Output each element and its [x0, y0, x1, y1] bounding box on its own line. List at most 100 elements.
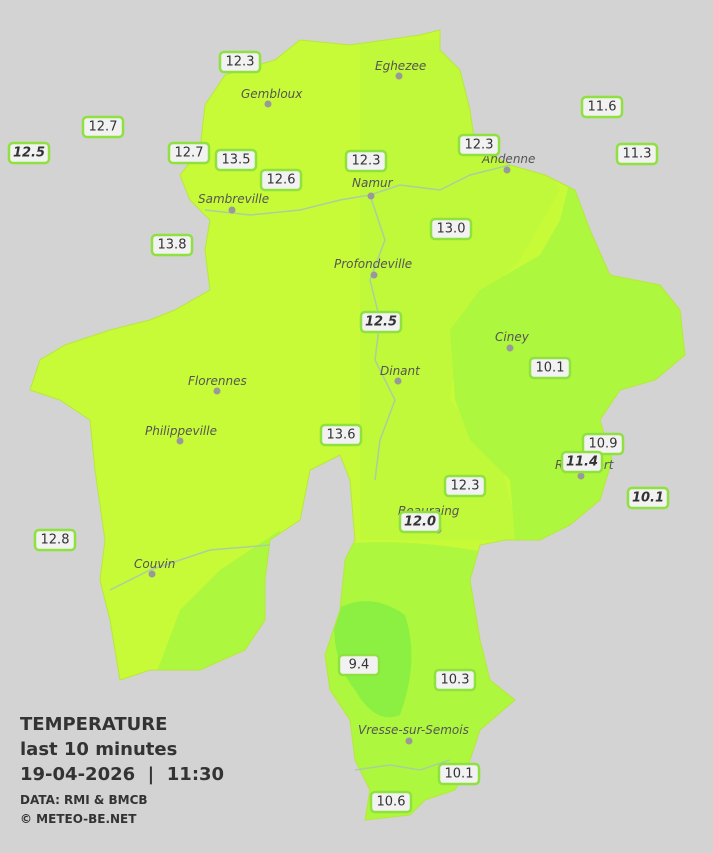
- city-label: Eghezee: [375, 59, 426, 73]
- station: 13.0: [429, 217, 473, 241]
- station: 10.9: [581, 432, 625, 456]
- station: 12.6: [259, 168, 303, 192]
- station: 12.3: [443, 474, 487, 498]
- station-value: 13.8: [158, 238, 187, 253]
- river: [109, 544, 271, 591]
- station-value: 12.3: [352, 154, 381, 169]
- city-dot: [367, 192, 375, 200]
- station: 12.5: [359, 310, 403, 334]
- city-dot: [577, 472, 585, 480]
- station-value: 13.0: [437, 222, 466, 237]
- station-value: 12.8: [41, 533, 70, 548]
- station-value: 10.1: [632, 491, 664, 506]
- station: 10.1: [626, 486, 670, 510]
- station-value: 12.5: [13, 146, 45, 161]
- station: 12.0: [398, 510, 442, 534]
- city-dot: [405, 737, 413, 745]
- station-value: 10.1: [536, 361, 565, 376]
- station-value: 11.6: [588, 100, 617, 115]
- city-dot: [503, 166, 511, 174]
- station-value: 11.4: [566, 455, 598, 470]
- station-value: 12.7: [89, 120, 118, 135]
- station-box: [626, 486, 670, 510]
- river: [354, 759, 451, 771]
- station-value: 11.3: [623, 147, 652, 162]
- city-dot: [228, 206, 236, 214]
- station-box: [259, 168, 303, 192]
- city-label: Vresse-sur-Semois: [358, 723, 469, 737]
- station: 11.4: [560, 450, 604, 474]
- station-box: [433, 668, 477, 692]
- station-box: [337, 653, 381, 677]
- legend: TEMPERATURE last 10 minutes 19-04-2026 |…: [20, 714, 224, 826]
- station-value: 12.3: [226, 55, 255, 70]
- station: 13.8: [150, 233, 194, 257]
- legend-datetime: 19-04-2026 | 11:30: [20, 764, 224, 785]
- station: 12.5: [7, 141, 51, 165]
- station-value: 10.3: [441, 673, 470, 688]
- station: 12.7: [81, 115, 125, 139]
- legend-credit: © METEO-BE.NET: [20, 812, 137, 826]
- station-value: 12.6: [267, 173, 296, 188]
- station: 10.1: [437, 762, 481, 786]
- river: [369, 194, 396, 481]
- city-label: Gembloux: [241, 87, 303, 101]
- station-box: [33, 528, 77, 552]
- station-box: [443, 474, 487, 498]
- station-box: [429, 217, 473, 241]
- city-dot: [176, 437, 184, 445]
- city-dot: [506, 344, 514, 352]
- station-value: 12.0: [404, 515, 436, 530]
- station-value: 12.3: [465, 138, 494, 153]
- station: 12.3: [344, 149, 388, 173]
- station-box: [359, 310, 403, 334]
- station: 10.1: [528, 356, 572, 380]
- city-label: Florennes: [188, 374, 247, 388]
- city-label: Couvin: [134, 557, 175, 571]
- station-box: [560, 450, 604, 474]
- station-box: [167, 141, 211, 165]
- city-label: Namur: [352, 176, 394, 190]
- station-value: 12.3: [451, 479, 480, 494]
- legend-source: DATA: RMI & BMCB: [20, 793, 148, 807]
- city-label: Sambreville: [198, 192, 269, 206]
- station: 13.6: [319, 423, 363, 447]
- city-dot: [370, 271, 378, 279]
- city-dot: [264, 100, 272, 108]
- station-value: 9.4: [349, 658, 370, 673]
- station-box: [581, 432, 625, 456]
- station-box: [528, 356, 572, 380]
- station-value: 12.5: [365, 315, 397, 330]
- rivers: [109, 164, 511, 771]
- station: 12.7: [167, 141, 211, 165]
- station-box: [344, 149, 388, 173]
- station-box: [398, 510, 442, 534]
- station-value: 13.5: [222, 153, 251, 168]
- station-value: 10.6: [377, 795, 406, 810]
- station-box: [369, 790, 413, 814]
- zone-cool-south: [320, 542, 520, 820]
- station: 13.5: [214, 148, 258, 172]
- station-box: [218, 50, 262, 74]
- station: 11.3: [615, 142, 659, 166]
- station-box: [7, 141, 51, 165]
- station-box: [580, 95, 624, 119]
- station-value: 10.1: [445, 767, 474, 782]
- station: 10.6: [369, 790, 413, 814]
- legend-title: TEMPERATURE: [20, 714, 167, 735]
- legend-subtitle: last 10 minutes: [20, 739, 177, 760]
- city-label: Philippeville: [145, 424, 217, 438]
- station: 9.4: [337, 653, 381, 677]
- station: 12.8: [33, 528, 77, 552]
- station: 11.6: [580, 95, 624, 119]
- station-box: [150, 233, 194, 257]
- city-dot: [395, 72, 403, 80]
- station-value: 10.9: [589, 437, 618, 452]
- city-label: Profondeville: [334, 257, 412, 271]
- station-value: 12.7: [175, 146, 204, 161]
- city-dot: [148, 570, 156, 578]
- city-label: Ciney: [495, 330, 530, 344]
- station-box: [615, 142, 659, 166]
